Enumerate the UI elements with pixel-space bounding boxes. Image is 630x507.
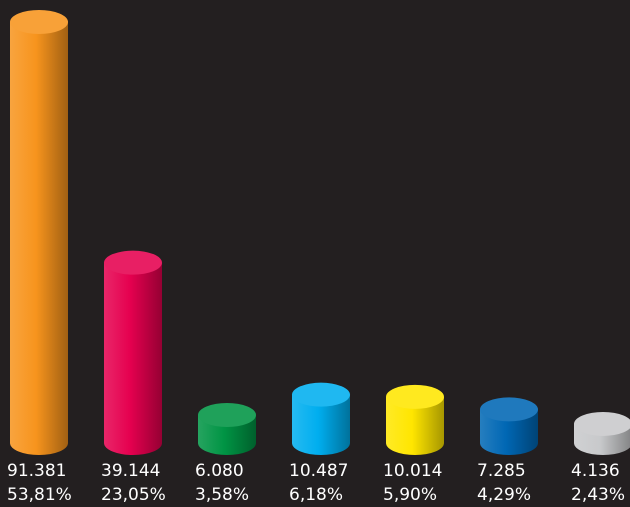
bar-percent-label: 5,90% [383,485,437,505]
bar-percent-label: 6,18% [289,485,343,505]
bar-value-label: 10.487 [289,461,348,481]
bar-top-cap [574,411,630,436]
bar-body [292,394,350,455]
bar-percent-label: 3,58% [195,485,249,505]
bar-top-cap [480,397,538,422]
bar-percent-label: 2,43% [571,485,625,505]
bar-top-cap [292,382,350,407]
bar-percent-label: 4,29% [477,485,531,505]
bar-top-cap [386,384,444,409]
bar-body [480,409,538,455]
bars-group [10,10,630,455]
bar-body [104,262,162,455]
bar-3 [198,402,256,455]
bar-value-label: 6.080 [195,461,244,481]
bar-value-label: 7.285 [477,461,526,481]
bar-value-label: 10.014 [383,461,442,481]
bar-7 [574,411,630,455]
bar-6 [480,397,538,455]
bar-value-label: 4.136 [571,461,620,481]
bar-5 [386,384,444,455]
bar-body [10,22,68,455]
labels-group: 91.381 53,81% 39.144 23,05% 6.080 3,58% 10.487… [7,461,625,505]
bar-top-cap [10,10,68,34]
bar-body [386,396,444,455]
bar-top-cap [104,250,162,275]
bar-value-label: 91.381 [7,461,66,481]
bar-value-label: 39.144 [101,461,160,481]
bar-1 [10,10,68,455]
bar-4 [292,382,350,455]
bar-percent-label: 23,05% [101,485,166,505]
bar-percent-label: 53,81% [7,485,72,505]
bar-2 [104,250,162,455]
bar-top-cap [198,402,256,427]
